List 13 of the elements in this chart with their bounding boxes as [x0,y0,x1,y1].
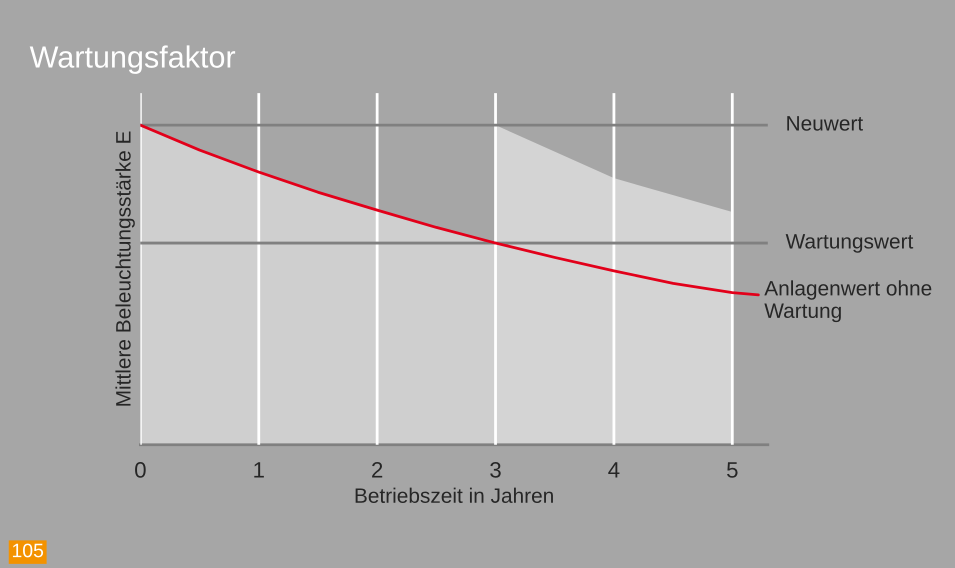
y-axis-title: Mittlere Beleuchtungsstärke E [115,131,135,406]
x-tick-label: 4 [608,462,620,478]
x-tick-label: 5 [727,462,738,478]
x-tick-label: 3 [490,462,501,478]
x-tick-label: 0 [135,462,146,478]
ref-line-label: Neuwert [787,116,863,131]
chart-title: Wartungsfaktor [30,45,236,74]
ref-line-label: Wartungswert [786,234,914,253]
x-tick-label: 1 [254,462,264,478]
x-tick-label: 2 [372,462,382,478]
text: 105 [12,544,44,558]
x-axis-title: Betriebszeit in Jahren [356,488,553,503]
series-label: Anlagenwert ohne Wartung [764,280,932,322]
